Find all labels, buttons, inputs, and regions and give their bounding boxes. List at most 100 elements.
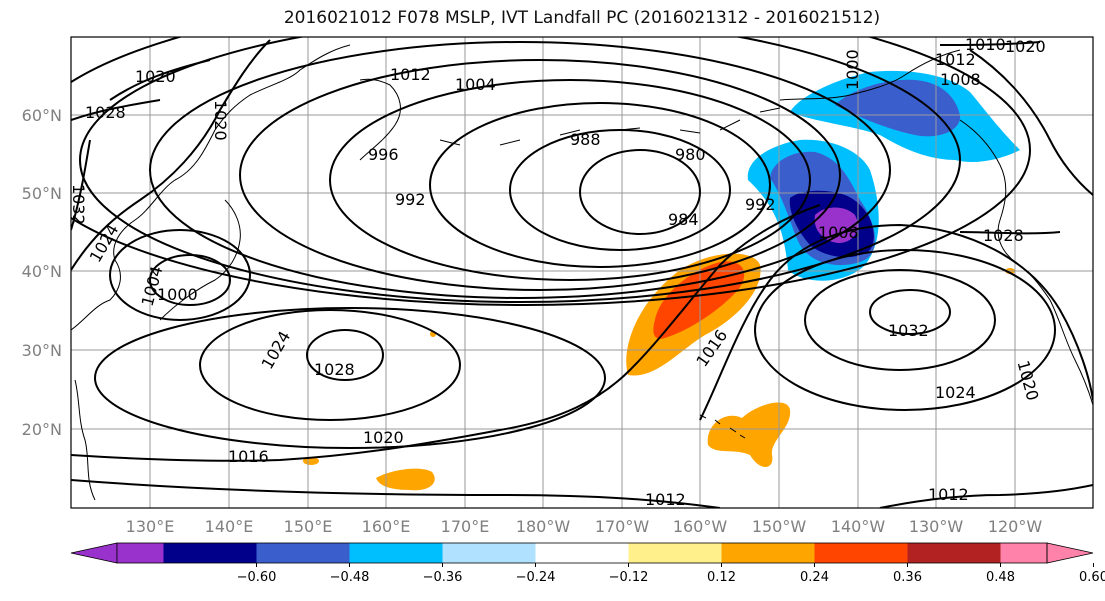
contour-label: 1012 bbox=[928, 485, 969, 504]
colorbar-ticks: −0.60 −0.48 −0.36 −0.24 −0.12 0.12 0.24 0.36 0.4… bbox=[237, 563, 1105, 585]
colorbar-segment bbox=[256, 543, 350, 563]
mslp-contour-1012 bbox=[71, 479, 721, 508]
mslp-contour-996 bbox=[239, 59, 841, 291]
lon-label: 140°W bbox=[831, 517, 886, 536]
contour-label: 1020 bbox=[211, 100, 230, 141]
aleutian-islands bbox=[439, 107, 781, 146]
contour-label: 992 bbox=[395, 190, 426, 209]
contour-label: 1008 bbox=[818, 223, 859, 242]
longitude-labels: 130°E 140°E 150°E 160°E 170°E 180°W 170°… bbox=[126, 517, 1043, 536]
lon-label: 130°E bbox=[126, 517, 175, 536]
western-border bbox=[74, 379, 96, 501]
lat-label: 40°N bbox=[22, 262, 62, 281]
lon-label: 170°W bbox=[595, 517, 650, 536]
lon-label: 160°W bbox=[673, 517, 728, 536]
mslp-contour-1020-asia bbox=[109, 59, 211, 101]
mslp-contour-1020-east bbox=[699, 223, 1093, 421]
colorbar-segment bbox=[907, 543, 1001, 563]
mslp-contour-1016 bbox=[71, 204, 821, 462]
lon-label: 140°E bbox=[205, 517, 254, 536]
colorbar-tick-label: 0.36 bbox=[893, 570, 922, 585]
contour-label: 1028 bbox=[314, 360, 355, 379]
colorbar-segment bbox=[349, 543, 443, 563]
contour-label: 984 bbox=[668, 210, 699, 229]
colorbar-extend-max bbox=[1046, 542, 1094, 564]
contour-label: 1024 bbox=[935, 383, 976, 402]
mslp-contour-1024-west bbox=[199, 309, 461, 421]
contour-label: 1008 bbox=[940, 70, 981, 89]
colorbar-segment bbox=[1000, 543, 1047, 563]
mslp-contour-1028-west bbox=[306, 329, 384, 381]
colorbar-tick-label: −0.24 bbox=[516, 570, 556, 585]
asia-coastline bbox=[71, 44, 351, 331]
contour-label: 1032 bbox=[69, 184, 88, 225]
mslp-contour-992 bbox=[329, 79, 811, 281]
contour-label: 1016 bbox=[228, 447, 269, 466]
colorbar-outline bbox=[116, 542, 1048, 564]
ivt-shading bbox=[303, 70, 1020, 491]
latitude-labels: 60°N 50°N 40°N 30°N 20°N bbox=[22, 106, 62, 439]
contour-label: 1000 bbox=[157, 285, 198, 304]
map-title: 2016021012 F078 MSLP, IVT Landfall PC (2… bbox=[283, 8, 881, 28]
contour-label: 980 bbox=[675, 145, 706, 164]
mslp-contour-1010-na bbox=[939, 41, 1041, 46]
mslp-contour-980 bbox=[579, 149, 701, 235]
mslp-contour-1028-east bbox=[804, 269, 996, 371]
hawaii-islands bbox=[699, 414, 746, 439]
ivt-positive-region-hawaii bbox=[707, 402, 791, 468]
contour-label: 1000 bbox=[843, 49, 862, 90]
contour-label: 1012 bbox=[390, 65, 431, 84]
mslp-contour-984 bbox=[509, 129, 731, 251]
colorbar-segment bbox=[442, 543, 536, 563]
contour-label: 1020 bbox=[135, 67, 176, 86]
contour-label: 1028 bbox=[983, 226, 1024, 245]
colorbar-segment bbox=[163, 543, 257, 563]
contour-label: 1020 bbox=[363, 428, 404, 447]
colorbar-tick-label: −0.12 bbox=[609, 570, 649, 585]
lon-label: 180°W bbox=[516, 517, 571, 536]
colorbar-segment bbox=[628, 543, 722, 563]
contour-label: 992 bbox=[745, 195, 776, 214]
mslp-contour-1028-na bbox=[959, 231, 1061, 235]
mslp-contour-1012-na bbox=[969, 49, 1093, 196]
japan-coastline bbox=[159, 199, 241, 321]
lon-label: 150°E bbox=[284, 517, 333, 536]
ivt-negative-region-north-2 bbox=[835, 79, 961, 137]
mslp-contour-1000-japan bbox=[149, 254, 231, 306]
mslp-contour-1000 bbox=[149, 41, 891, 299]
mslp-contour-1004-japan bbox=[109, 229, 251, 321]
lon-label: 120°W bbox=[988, 517, 1043, 536]
colorbar-tick-label: 0.24 bbox=[800, 570, 829, 585]
contour-label: 1004 bbox=[455, 75, 496, 94]
mslp-contour-1004 bbox=[79, 37, 961, 303]
colorbar-extend-min bbox=[70, 542, 118, 564]
mslp-contour-1032-east bbox=[869, 289, 951, 335]
lat-label: 60°N bbox=[22, 106, 62, 125]
mslp-contour-988 bbox=[429, 102, 771, 268]
lon-label: 160°E bbox=[362, 517, 411, 536]
mslp-contour-1028-asia bbox=[71, 99, 161, 121]
colorbar-tick-label: −0.36 bbox=[423, 570, 463, 585]
colorbar-segment bbox=[721, 543, 815, 563]
mslp-contours bbox=[71, 37, 1093, 508]
mslp-contour-1032-asia bbox=[71, 139, 91, 231]
contour-label: 1012 bbox=[935, 50, 976, 69]
lon-label: 150°W bbox=[752, 517, 807, 536]
mslp-contour-1008 bbox=[71, 37, 1031, 306]
colorbar-segment bbox=[117, 543, 164, 563]
mslp-contour-1024-asia bbox=[71, 39, 271, 271]
contour-label: 996 bbox=[368, 145, 399, 164]
contour-label: 1020 bbox=[1005, 37, 1046, 56]
contour-label: 1012 bbox=[645, 490, 686, 509]
plot-frame bbox=[70, 36, 1094, 509]
mslp-contour-1012-east bbox=[879, 484, 1093, 508]
lat-label: 20°N bbox=[22, 420, 62, 439]
contour-label: 1032 bbox=[888, 321, 929, 340]
contour-label: 1020 bbox=[1014, 358, 1043, 402]
lon-label: 130°W bbox=[909, 517, 964, 536]
colorbar-tick-label: 0.12 bbox=[707, 570, 736, 585]
alaska-coastline bbox=[779, 49, 961, 101]
colorbar bbox=[70, 542, 1094, 564]
ivt-positive-patch bbox=[376, 468, 435, 491]
